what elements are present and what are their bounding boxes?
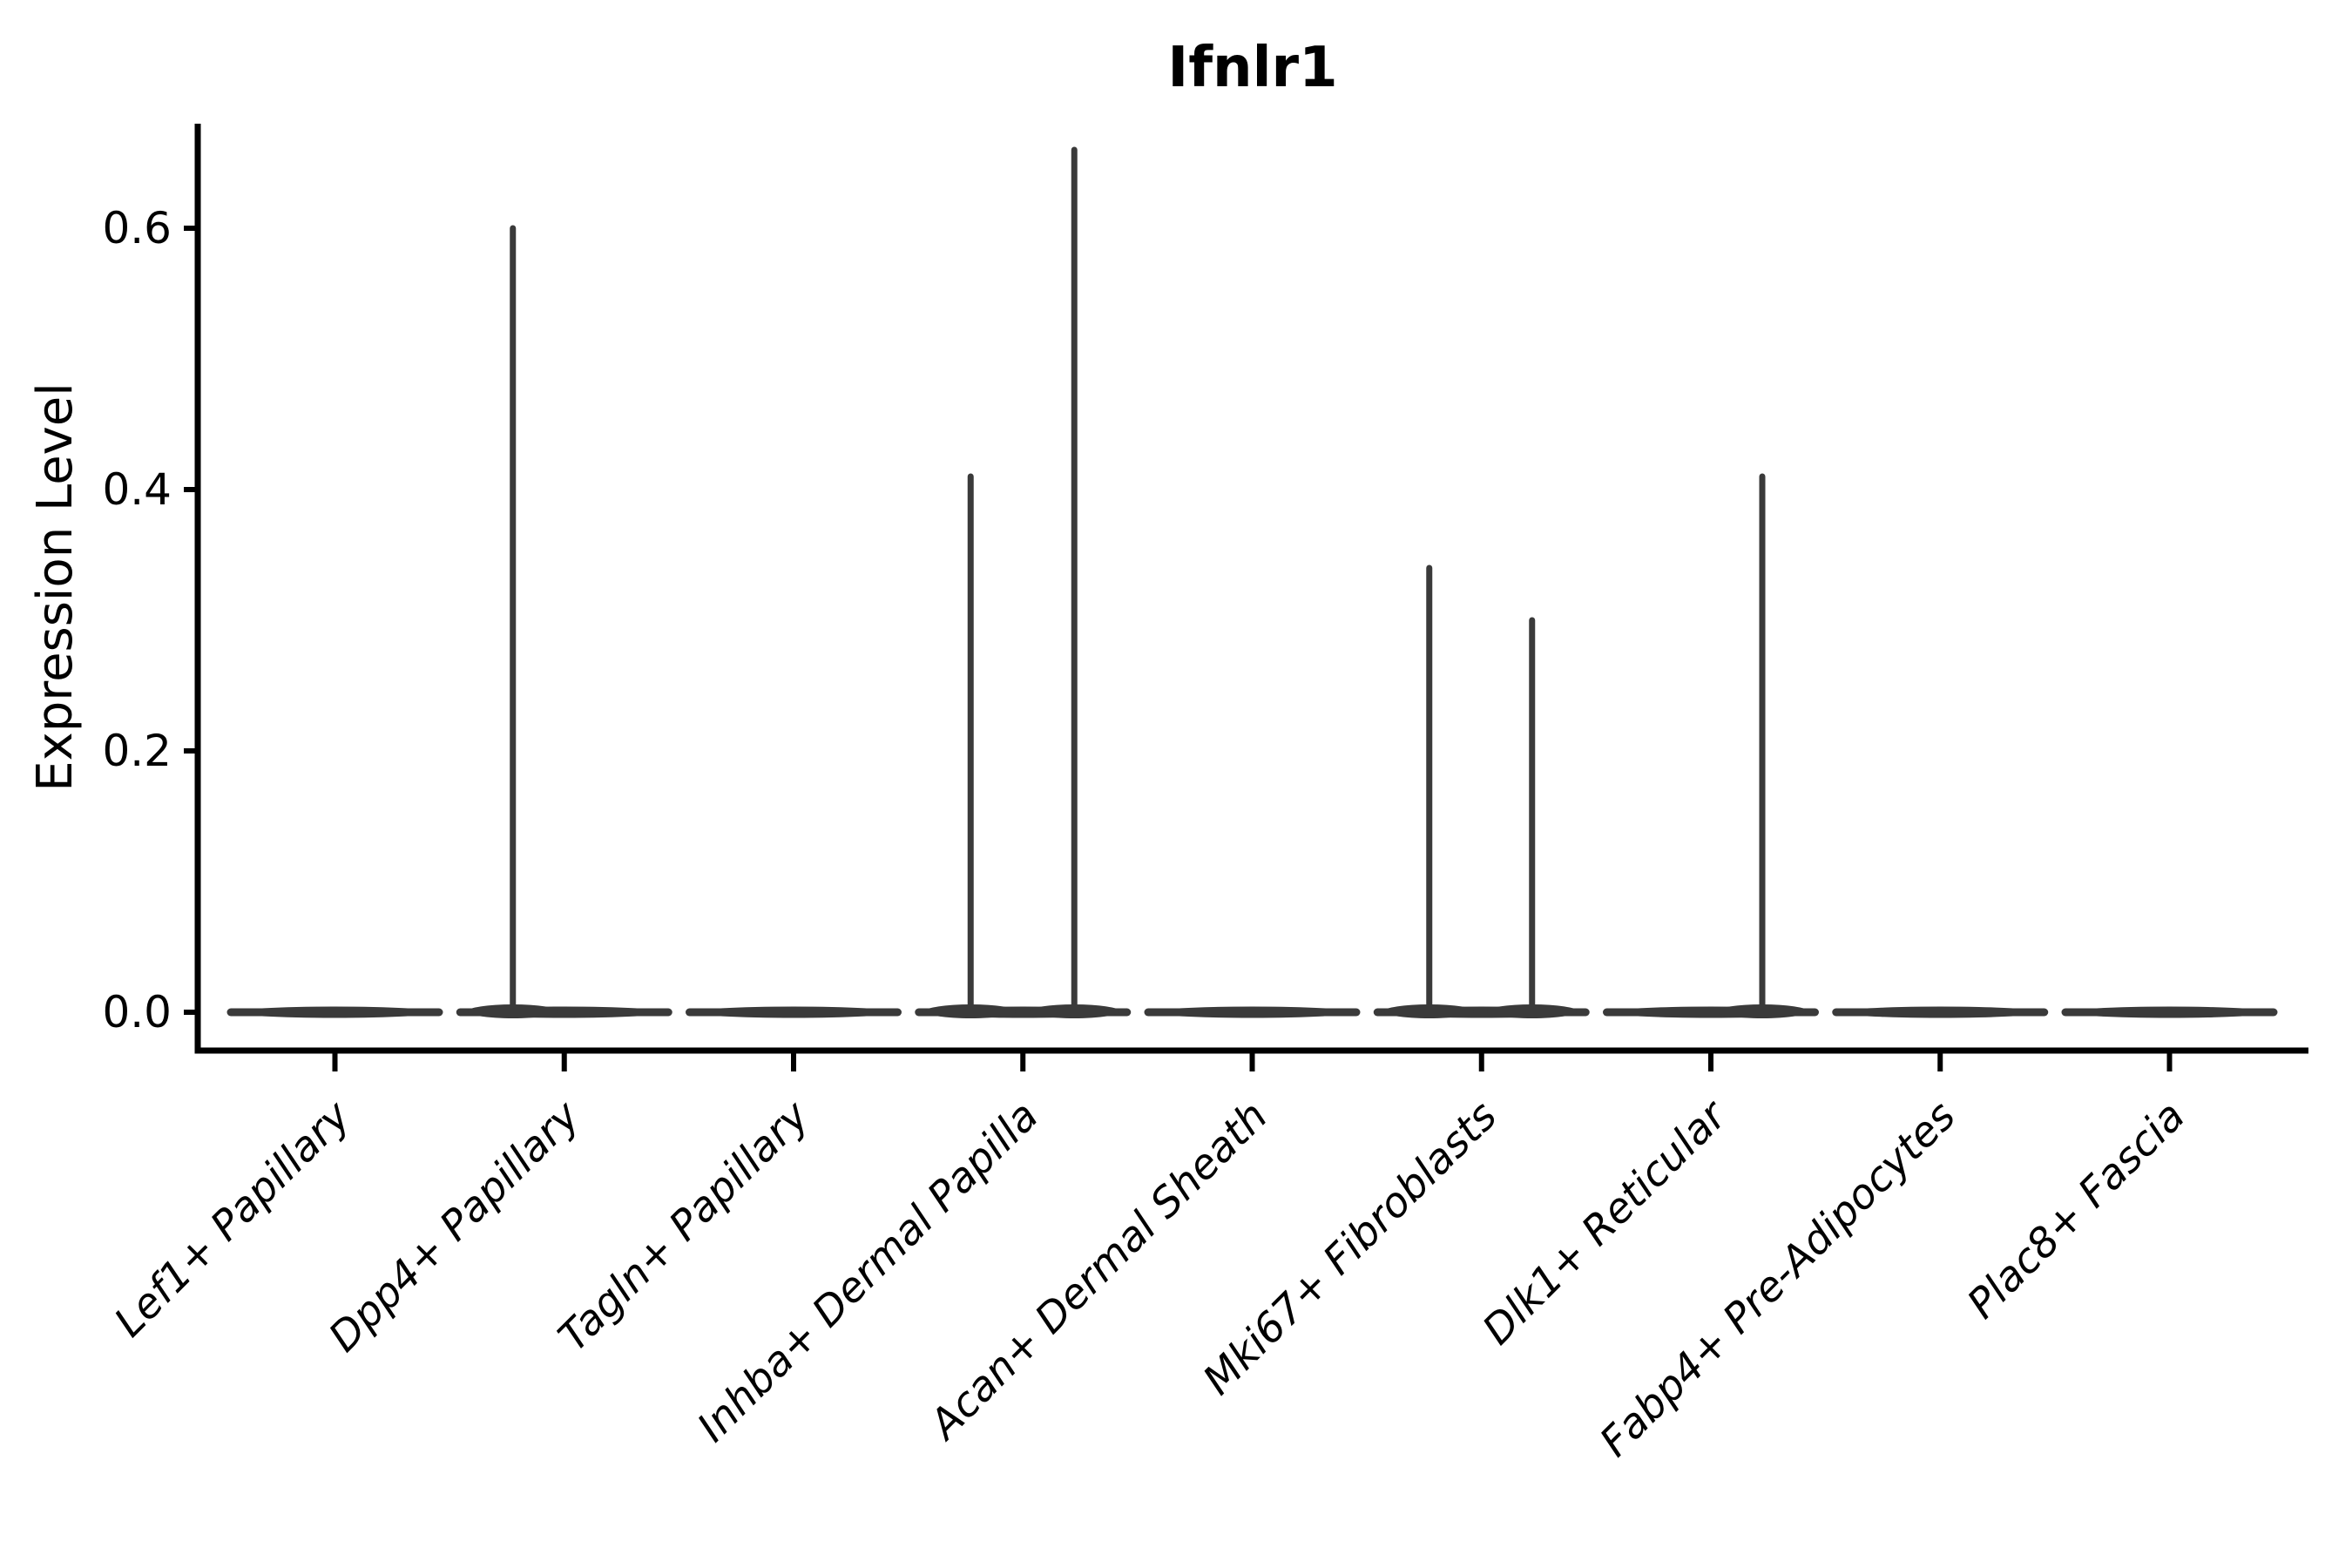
y-tick-label: 0.2 xyxy=(102,726,172,776)
violin xyxy=(1832,1006,2049,1018)
violin xyxy=(915,146,1132,1018)
violin-spike-foot xyxy=(1486,1004,1578,1018)
violin-body-bulge xyxy=(1152,1006,1353,1018)
violin-spike-foot xyxy=(467,1004,558,1018)
x-tick-label: Dlk1+ Reticular xyxy=(1474,1091,1738,1355)
violin xyxy=(1603,473,1819,1018)
violin-spike-foot xyxy=(1029,1004,1120,1018)
violin-spike-foot xyxy=(1383,1004,1475,1018)
x-tick-label: Dpp4+ Papillary xyxy=(320,1092,590,1362)
violin xyxy=(2061,1006,2278,1018)
y-tick-label: 0.6 xyxy=(102,203,172,253)
violin xyxy=(1373,564,1590,1018)
violin-body-bulge xyxy=(234,1006,436,1018)
y-tick-label: 0.4 xyxy=(102,464,172,515)
plot-title: Ifnlr1 xyxy=(1167,36,1337,100)
violin-body-bulge xyxy=(2069,1006,2270,1018)
violin xyxy=(226,1006,443,1018)
y-axis-label: Expression Level xyxy=(27,382,84,792)
violin-body-bulge xyxy=(1839,1006,2041,1018)
violin xyxy=(686,1006,902,1018)
x-tick-label: Plac8+ Fascia xyxy=(1958,1092,2194,1328)
violins-group xyxy=(226,146,2278,1018)
violin-spike-foot xyxy=(1717,1004,1808,1018)
x-tick-label: Tagln+ Papillary xyxy=(550,1092,820,1362)
violin xyxy=(1144,1006,1361,1018)
violin-spike-foot xyxy=(925,1004,1017,1018)
y-axis-ticks: 0.0 0.2 0.4 0.6 xyxy=(102,203,198,1037)
y-tick-label: 0.0 xyxy=(102,987,172,1037)
violin-body-bulge xyxy=(693,1006,895,1018)
x-tick-label: Lef1+ Papillary xyxy=(105,1092,361,1347)
violin xyxy=(456,225,672,1018)
